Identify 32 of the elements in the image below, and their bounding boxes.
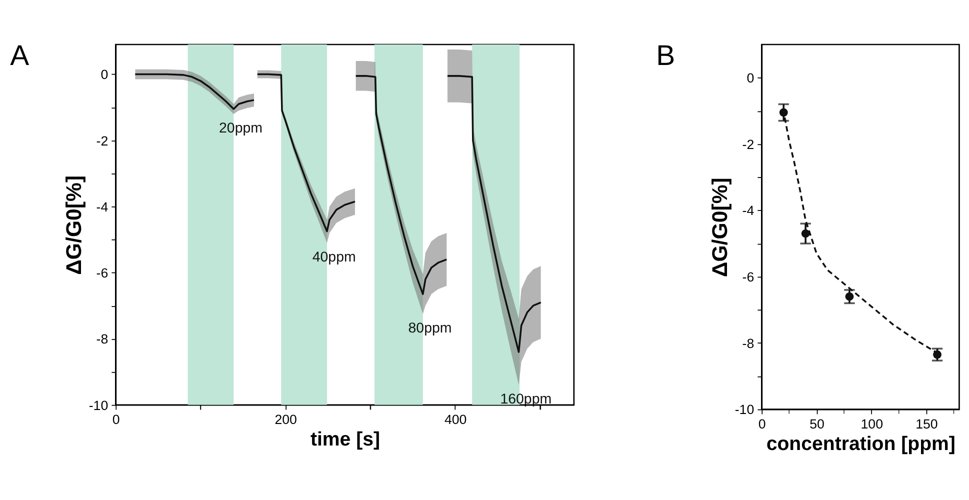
y-tick-label: 0 [746,70,754,86]
annotation: 160ppm [500,392,552,408]
x-axis-title: time [s] [310,428,380,450]
y-tick-label: -2 [96,133,108,148]
y-tick-label: -4 [742,203,755,218]
y-tick-label: -4 [96,199,109,214]
y-tick-label: -6 [96,266,108,281]
point [779,108,788,117]
x-tick-label: 200 [274,412,297,428]
x-tick-label: 50 [810,416,824,432]
y-tick-label: -8 [742,336,754,351]
x-tick-label: 0 [112,412,120,428]
y-tick-label: -10 [88,398,108,413]
x-tick-label: 0 [758,416,766,432]
annotation: 40ppm [312,250,356,266]
y-axis-title: ΔG/G0[%] [62,175,86,275]
y-axis-title: ΔG/G0[%] [708,178,732,278]
annotation: 80ppm [408,320,452,337]
chart-title: A [10,40,30,72]
y-tick-label: -2 [742,136,754,152]
x-tick-label: 100 [860,416,883,432]
chart-title: B [656,40,676,72]
y-tick-label: 0 [100,67,108,82]
y-tick-label: -10 [734,402,754,418]
point [801,229,810,238]
x-axis-title: concentration [ppm] [766,432,956,455]
point [845,292,854,301]
y-tick-label: -6 [742,270,754,285]
x-tick-label: 400 [444,412,467,428]
x-tick-label: 150 [916,416,938,432]
y-tick-label: -8 [96,332,108,347]
annotation: 20ppm [219,120,262,137]
